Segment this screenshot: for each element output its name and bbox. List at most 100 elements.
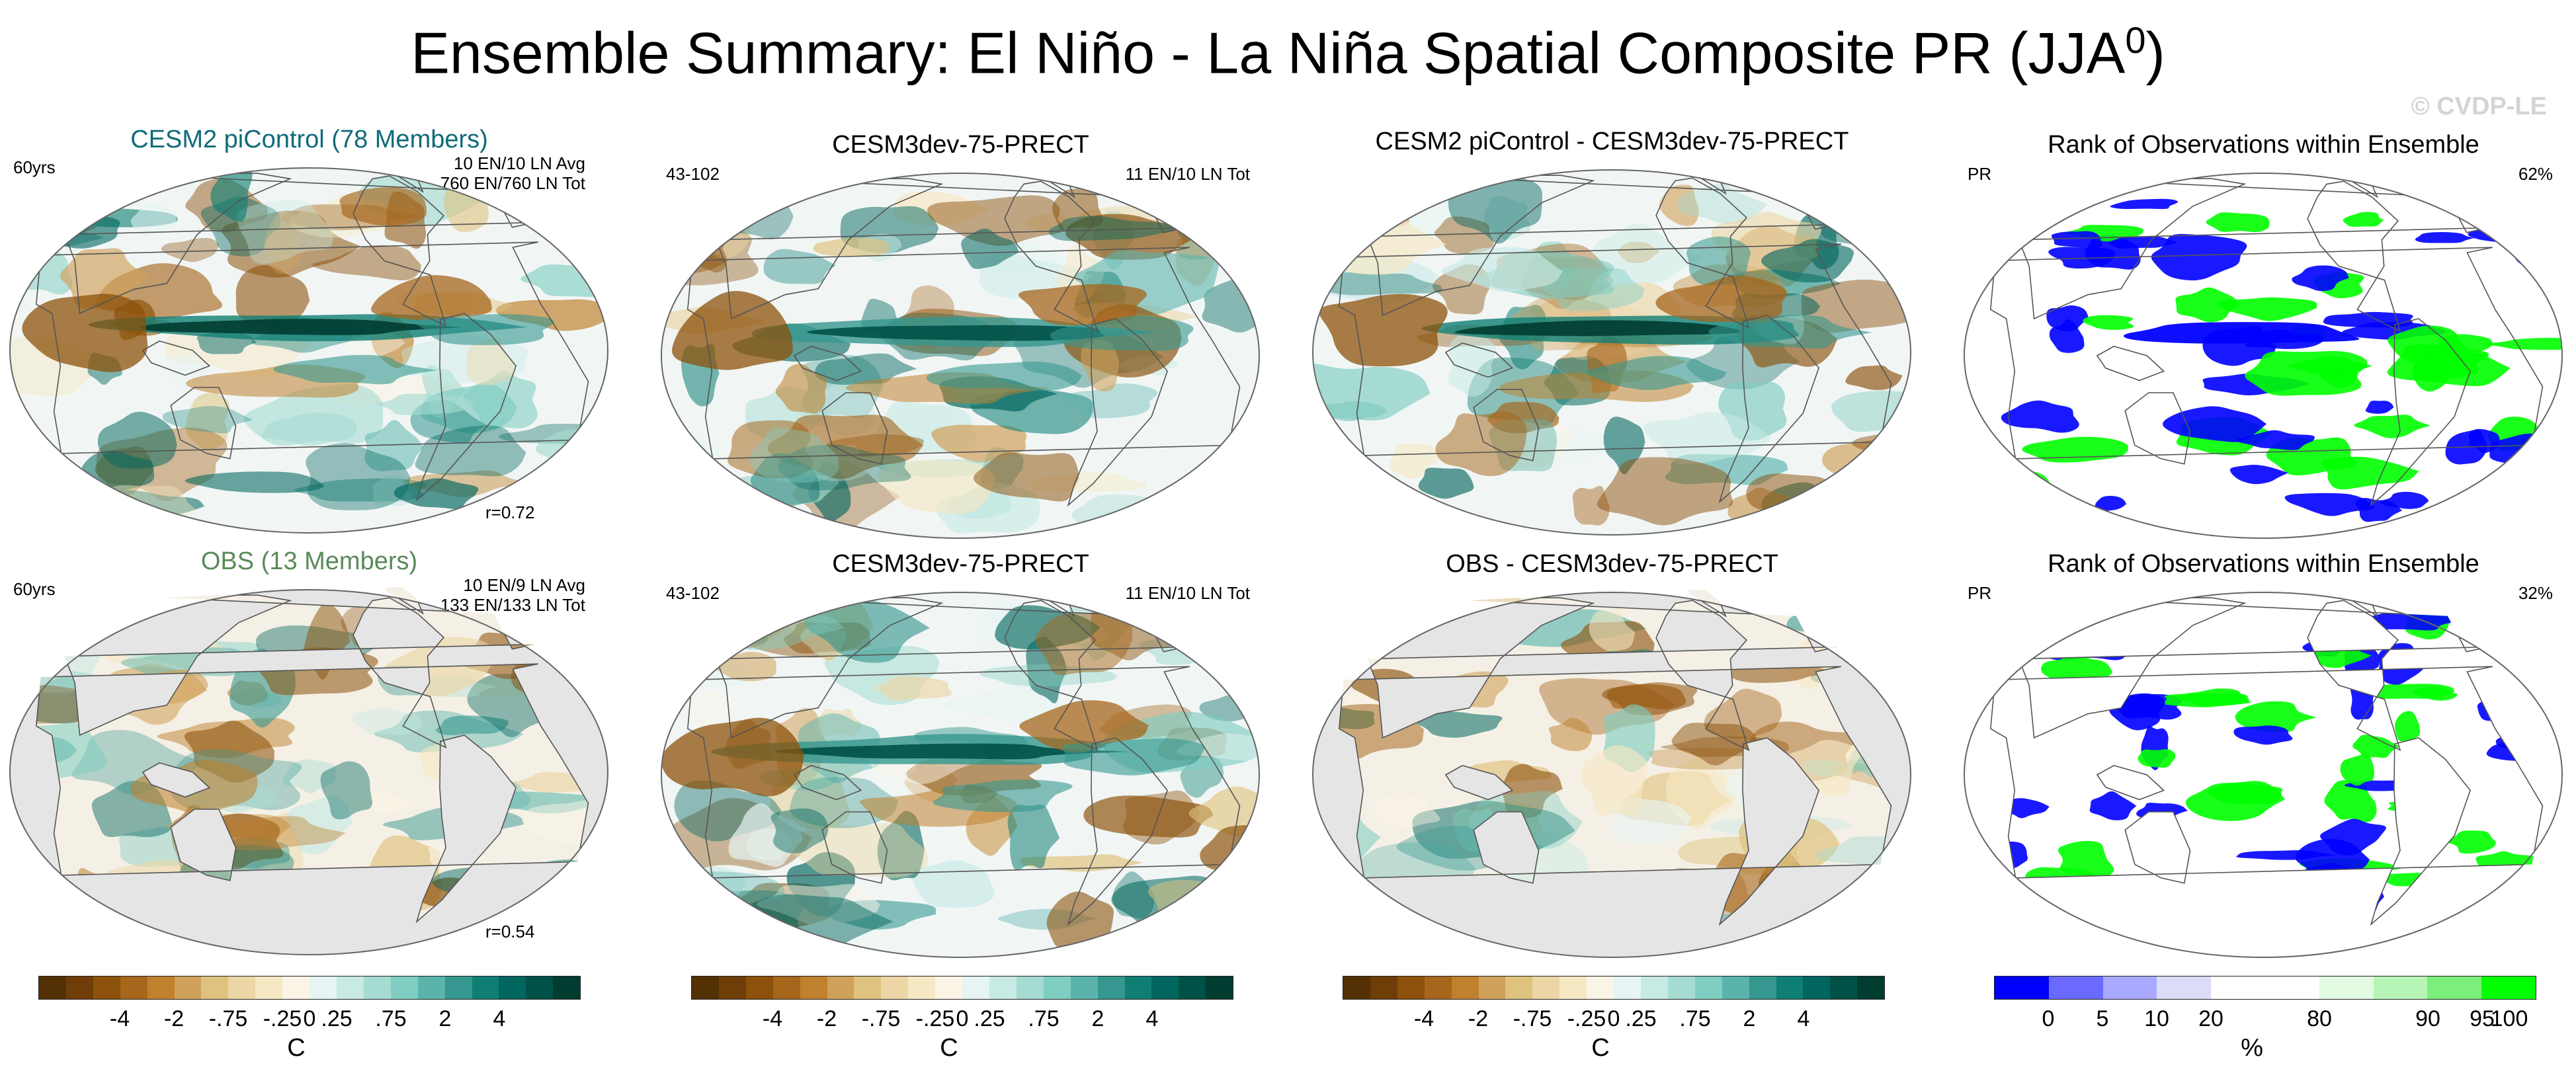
- field-anomaly: [2343, 212, 2384, 227]
- field-anomaly: [671, 291, 793, 370]
- field-anomaly: [466, 338, 515, 386]
- colorbar-swatch: [363, 976, 391, 999]
- field-anomaly: [727, 420, 813, 479]
- field-anomaly: [1761, 239, 1854, 283]
- colorbar-swatch: [526, 976, 554, 999]
- field-anomaly: [2354, 611, 2470, 631]
- field-anomaly: [2095, 496, 2127, 512]
- field-anomaly: [749, 427, 839, 483]
- field-anomaly: [306, 443, 411, 510]
- field-anomaly: [1173, 487, 1223, 529]
- field-anomaly: [1677, 184, 1768, 224]
- colorbar-swatch: [1343, 976, 1370, 999]
- field-anomaly: [813, 237, 889, 257]
- field-anomaly: [1319, 294, 1448, 367]
- left-label: 60yrs: [13, 579, 56, 599]
- field-anomaly: [1593, 223, 1703, 288]
- field-anomaly: [2284, 493, 2375, 516]
- panel-title: CESM3dev-75-PRECT: [832, 131, 1089, 159]
- field-anomaly: [2138, 749, 2176, 768]
- colorbar-tick-label: 0: [956, 1006, 969, 1031]
- field-anomaly: [320, 761, 372, 820]
- field-anomaly: [511, 772, 589, 793]
- field-anomaly: [312, 245, 421, 281]
- field-anomaly: [1176, 733, 1259, 761]
- right-label-1: 10 EN/9 LN Avg: [463, 575, 585, 595]
- field-anomaly: [1643, 412, 1772, 464]
- field-anomaly: [1548, 717, 1593, 752]
- right-label-1: 10 EN/10 LN Avg: [454, 153, 585, 173]
- field-anomaly: [1367, 794, 1440, 830]
- field-anomaly: [1822, 438, 1911, 497]
- correlation-label: r=0.72: [485, 502, 535, 522]
- colorbar-swatch: [1803, 976, 1831, 999]
- field-anomaly: [1339, 610, 1401, 639]
- colorbar-swatch: [881, 976, 909, 999]
- map-panel-3: [1312, 169, 1911, 536]
- colorbar-swatch: [2481, 976, 2536, 999]
- field-anomaly: [36, 590, 60, 638]
- field-anomaly: [2483, 338, 2562, 350]
- field-anomaly: [97, 411, 177, 469]
- colorbar-swatch: [201, 976, 229, 999]
- right-label-1: 32%: [2518, 583, 2553, 603]
- colorbar-unit: %: [2241, 1034, 2263, 1062]
- field-anomaly: [774, 743, 1130, 760]
- colorbar-tick-label: .75: [1028, 1006, 1059, 1031]
- coastlines: [686, 592, 1241, 926]
- field-anomaly: [1007, 804, 1060, 870]
- colorbar-swatches: [691, 976, 1233, 1000]
- field-anomaly: [210, 168, 253, 222]
- field-anomaly: [1708, 315, 1872, 349]
- field-anomaly: [2235, 430, 2315, 450]
- colorbar-swatch: [2264, 976, 2319, 999]
- map-panel-6: [661, 592, 1260, 958]
- field-anomaly: [1542, 268, 1645, 311]
- correlation-label: r=0.54: [485, 922, 535, 941]
- panel-title: OBS (13 Members): [200, 547, 418, 575]
- colorbar-swatch: [827, 976, 854, 999]
- field-anomaly: [974, 452, 1079, 502]
- field-anomaly: [1441, 247, 1563, 292]
- field-anomaly: [364, 420, 424, 471]
- colorbar-tick-label: -4: [109, 1006, 130, 1031]
- field-anomaly: [1313, 363, 1431, 421]
- field-anomaly: [2394, 711, 2421, 742]
- field-anomaly: [756, 884, 880, 928]
- colorbar-swatch: [228, 976, 256, 999]
- colorbar-swatch: [1016, 976, 1044, 999]
- colorbar-swatch: [1043, 976, 1071, 999]
- field-anomaly: [1603, 417, 1645, 475]
- field-anomaly: [1435, 411, 1527, 477]
- panel-title: Rank of Observations within Ensemble: [2048, 131, 2479, 159]
- field-anomaly: [1339, 916, 1378, 925]
- colorbar-swatch: [1124, 976, 1152, 999]
- field-anomaly: [1671, 723, 1758, 766]
- field-anomaly: [2235, 701, 2317, 733]
- colorbar-tick-label: 2: [438, 1006, 452, 1031]
- colorbar-swatch: [1559, 976, 1587, 999]
- colorbar-swatch: [417, 976, 445, 999]
- colorbar-tick-label: 4: [1797, 1006, 1810, 1031]
- field-anomaly: [415, 425, 526, 477]
- field-anomaly: [536, 608, 589, 670]
- field-anomaly: [1081, 339, 1120, 392]
- colorbar-swatch: [1179, 976, 1206, 999]
- field-anomaly: [1686, 236, 1751, 286]
- field-anomaly: [130, 202, 177, 235]
- field-anomaly: [728, 803, 804, 867]
- colorbar-swatch: [2427, 976, 2482, 999]
- field-anomaly: [185, 471, 324, 493]
- map-panel-2: [661, 173, 1260, 539]
- colorbar-tick-label: 90: [2415, 1006, 2440, 1031]
- colorbar-tick-label: 20: [2198, 1006, 2223, 1031]
- field-anomaly: [186, 393, 229, 451]
- field-anomaly: [807, 325, 1104, 341]
- field-anomaly: [444, 168, 489, 233]
- map-border: [1312, 592, 1911, 958]
- field-anomaly: [2046, 305, 2089, 332]
- field-anomaly: [1585, 356, 1727, 390]
- colorbar-swatch: [800, 976, 827, 999]
- field-anomaly: [2217, 297, 2317, 321]
- map-border: [1964, 173, 2563, 539]
